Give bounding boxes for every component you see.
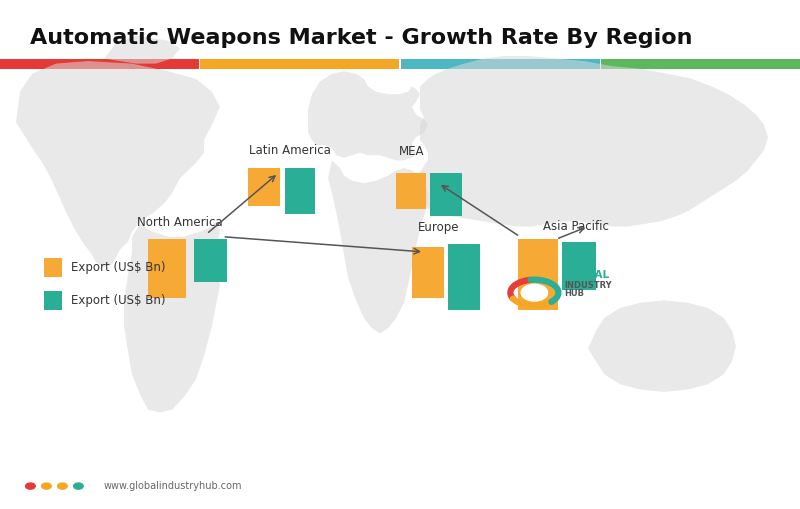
Text: Latin America: Latin America xyxy=(249,144,330,157)
Polygon shape xyxy=(328,160,428,333)
Text: Automatic Weapons Market - Growth Rate By Region: Automatic Weapons Market - Growth Rate B… xyxy=(30,28,693,48)
Polygon shape xyxy=(308,71,428,160)
Text: INDUSTRY: INDUSTRY xyxy=(564,280,612,290)
Bar xyxy=(430,173,462,216)
Bar xyxy=(248,168,280,206)
Bar xyxy=(44,258,62,277)
Text: Export (US$ Bn): Export (US$ Bn) xyxy=(71,261,166,274)
Circle shape xyxy=(521,284,547,301)
Bar xyxy=(602,59,800,69)
Circle shape xyxy=(58,483,67,489)
Text: Asia Pacific: Asia Pacific xyxy=(543,219,609,233)
Bar xyxy=(518,239,558,310)
Bar xyxy=(401,59,600,69)
Text: Europe: Europe xyxy=(418,221,459,234)
Text: North America: North America xyxy=(137,216,223,229)
Polygon shape xyxy=(416,56,768,227)
Circle shape xyxy=(26,483,35,489)
Polygon shape xyxy=(588,300,736,392)
Bar xyxy=(412,247,444,298)
Bar xyxy=(285,168,315,214)
Circle shape xyxy=(74,483,83,489)
Polygon shape xyxy=(104,36,180,64)
Bar xyxy=(448,244,480,310)
Text: GLOBAL: GLOBAL xyxy=(564,270,610,280)
Bar xyxy=(396,173,426,209)
Bar xyxy=(0,59,199,69)
Text: www.globalindustryhub.com: www.globalindustryhub.com xyxy=(104,481,242,491)
Polygon shape xyxy=(16,61,220,267)
Text: HUB: HUB xyxy=(564,289,584,298)
Circle shape xyxy=(42,483,51,489)
Text: MEA: MEA xyxy=(399,145,425,158)
Bar xyxy=(44,291,62,310)
Bar xyxy=(148,239,186,298)
Bar xyxy=(200,59,399,69)
Bar xyxy=(562,242,596,290)
Text: Export (US$ Bn): Export (US$ Bn) xyxy=(71,294,166,307)
Polygon shape xyxy=(124,221,220,412)
Bar xyxy=(194,239,227,282)
